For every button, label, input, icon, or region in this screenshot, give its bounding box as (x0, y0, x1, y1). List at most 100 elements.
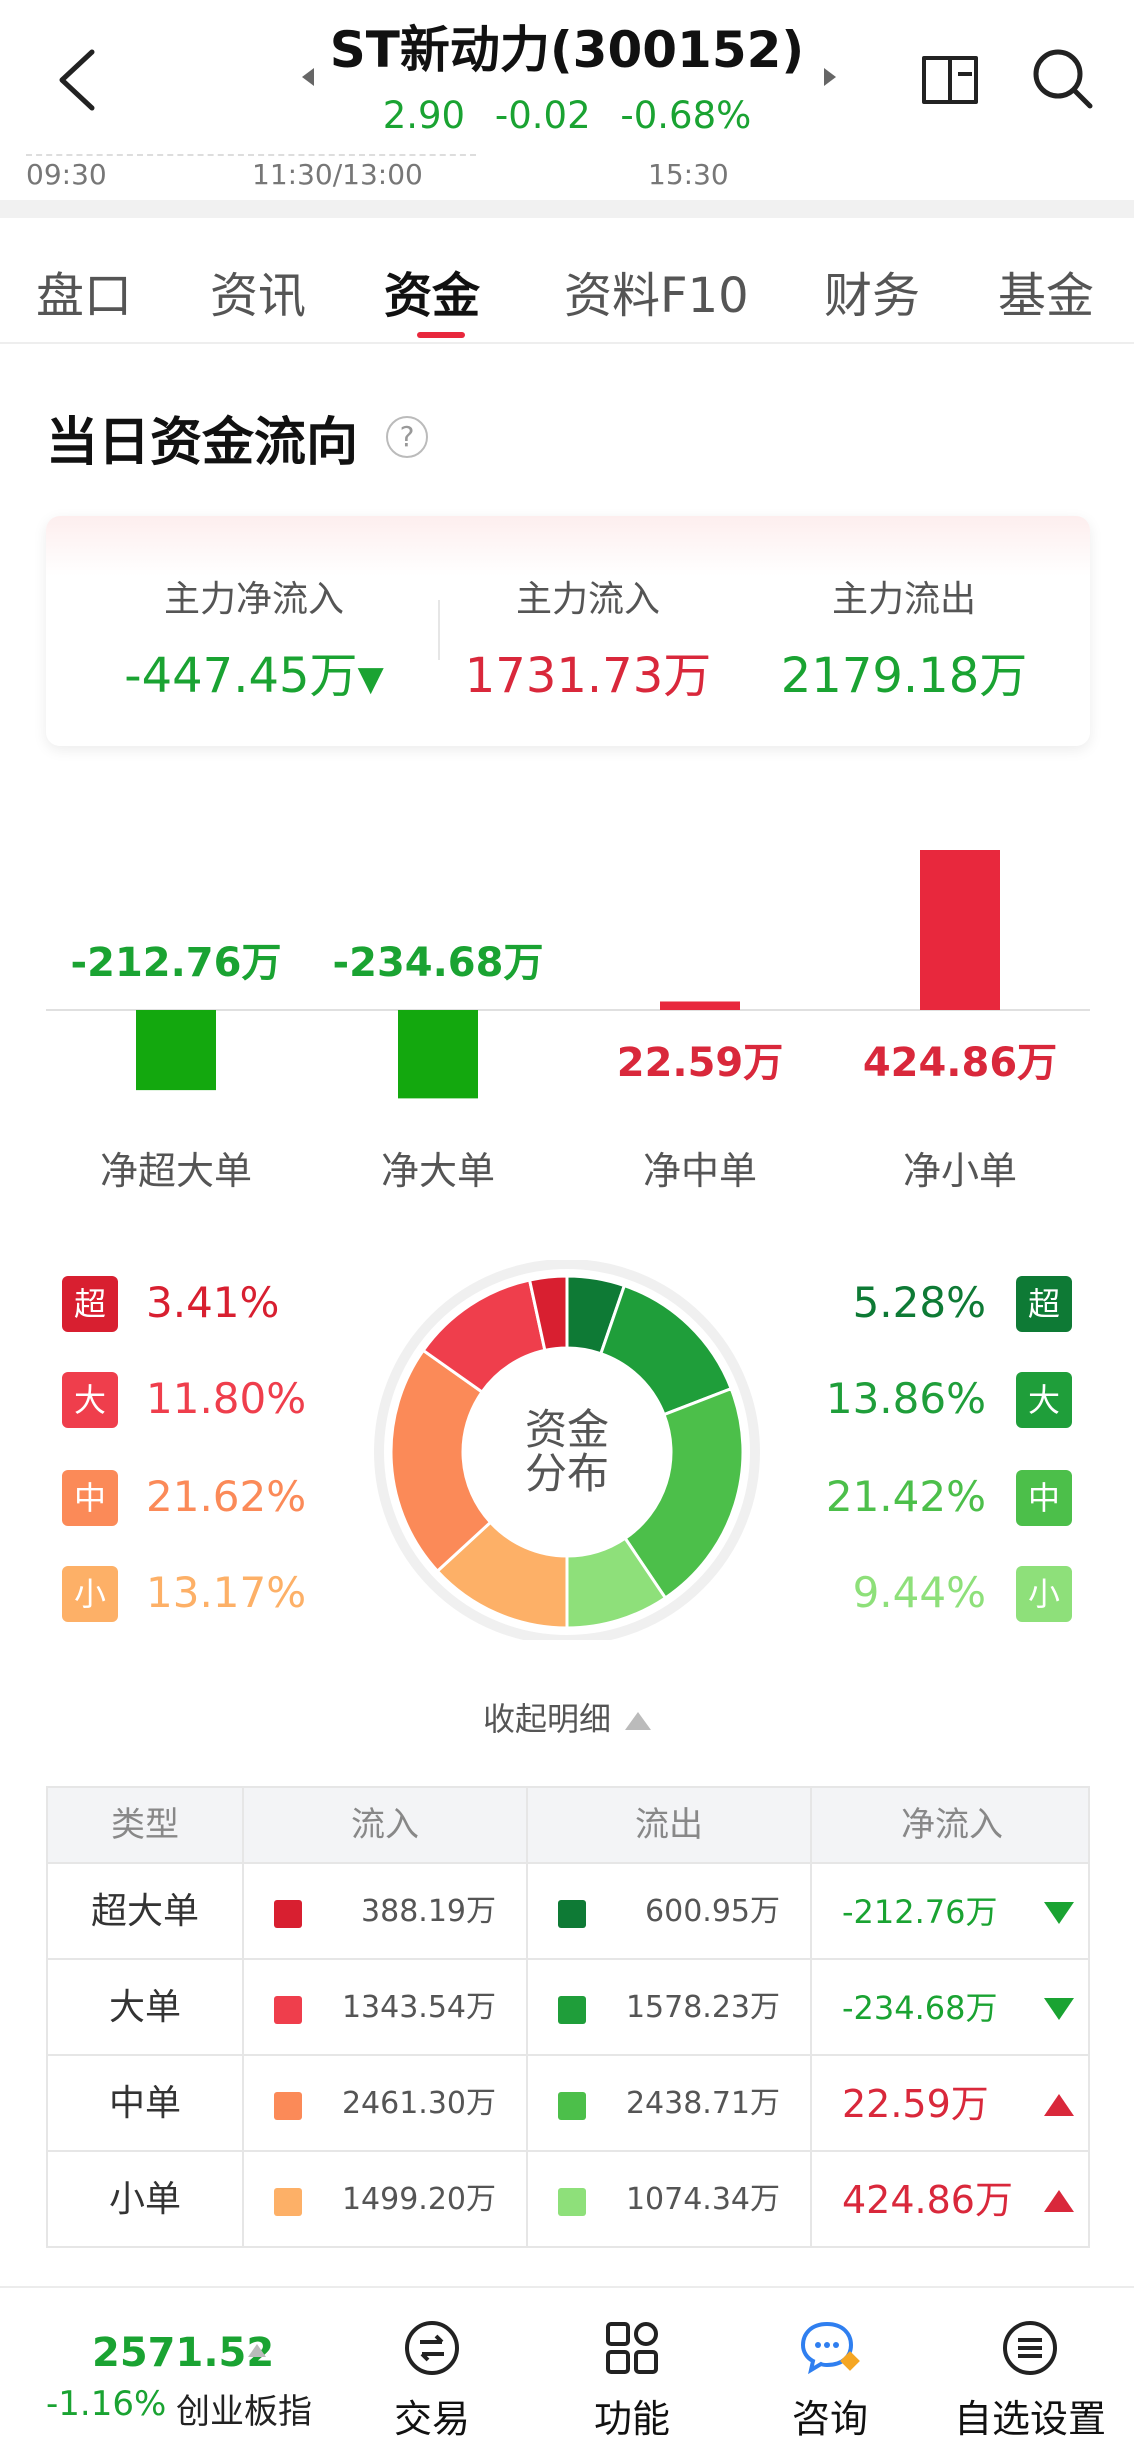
outflow-badge-1: 大 (1016, 1372, 1072, 1428)
donut-center-line2: 分布 (524, 1449, 609, 1498)
net-flow-bar-chart: -212.76万 净超大单 -234.68万 净大单 22.59万 净中单 424.86万净… (0, 820, 1134, 1220)
nav-watchlist-settings-button[interactable]: 自选设置 (940, 2318, 1120, 2441)
tab-pankou[interactable]: 盘口 (36, 268, 133, 324)
inflow-pct-2: 21.62% (146, 1472, 307, 1521)
collapse-detail-button[interactable]: 收起明细 (0, 1694, 1134, 1740)
tab-news[interactable]: 资讯 (210, 268, 307, 324)
row-inflow-cell: 2461.30万 (242, 2056, 526, 2150)
index-up-icon (248, 2344, 266, 2357)
next-stock-icon[interactable] (818, 62, 842, 92)
inflow-label: 主力流入 (515, 579, 660, 620)
nav-function-button[interactable]: 功能 (542, 2318, 722, 2441)
table-row: 中单 2461.30万 2438.71万 22.59万 (48, 2054, 1088, 2150)
bar-2 (660, 1001, 740, 1010)
row-net-cell: -212.76万 (810, 1864, 1092, 1958)
card-divider (438, 600, 440, 660)
search-icon[interactable] (1028, 44, 1098, 114)
inflow-pct-3: 13.17% (146, 1568, 307, 1617)
outflow-badge-2: 中 (1016, 1470, 1072, 1526)
table-header-row: 类型 流入 流出 净流入 (48, 1788, 1088, 1862)
outflow-pct-2: 21.42% (825, 1472, 986, 1521)
bar-value-label-2: 22.59万 (616, 1040, 784, 1086)
outflow-pct-3: 9.44% (852, 1568, 986, 1617)
prev-stock-icon[interactable] (296, 62, 320, 92)
row-type: 大单 (108, 1987, 181, 2028)
flow-detail-table: 类型 流入 流出 净流入 超大单 388.19万 600.95万 -212.76万 大单… (46, 1786, 1090, 2248)
book-icon[interactable] (916, 44, 986, 114)
row-net-cell: -234.68万 (810, 1960, 1092, 2054)
time-open: 09:30 (26, 158, 107, 191)
outflow-pct-0: 5.28% (852, 1278, 986, 1327)
detail-tabs: 盘口 资讯 资金 资料F10 财务 基金 (0, 218, 1134, 344)
grid-icon (606, 2322, 658, 2374)
donut-segment-5 (389, 1348, 493, 1574)
tab-capital[interactable]: 资金 (384, 268, 481, 324)
net-inflow-number: -447.45万 (124, 648, 358, 704)
row-inflow-cell: 1499.20万 (242, 2152, 526, 2246)
time-axis-line (26, 154, 476, 156)
row-outflow-cell: 1578.23万 (526, 1960, 810, 2054)
row-inflow: 1499.20万 (341, 2182, 496, 2217)
row-net-cell: 22.59万 (810, 2056, 1092, 2150)
menu-icon (1003, 2321, 1057, 2375)
row-net: 424.86万 (842, 2178, 1013, 2222)
row-inflow-cell: 1343.54万 (242, 1960, 526, 2054)
nav-trade-button[interactable]: 交易 (342, 2318, 522, 2441)
stock-change: -0.02 (494, 94, 591, 137)
stock-title: ST新动力(300152) (329, 21, 805, 79)
tab-f10[interactable]: 资料F10 (564, 268, 749, 324)
inflow-badge-2: 中 (62, 1470, 118, 1526)
donut-center-label: 资金 分布 (502, 1408, 632, 1496)
inflow-pct-1: 11.80% (146, 1374, 307, 1423)
header-outflow: 流出 (526, 1788, 810, 1862)
outflow-color-swatch (558, 1996, 586, 2024)
exchange-icon (405, 2321, 459, 2375)
outflow-pct-1: 13.86% (825, 1374, 986, 1423)
time-axis: 09:30 11:30/13:00 15:30 (0, 154, 1134, 194)
inflow-pct-0: 3.41% (146, 1278, 280, 1327)
outflow-color-swatch (558, 2092, 586, 2120)
bar-category-label-3: 净小单 (902, 1149, 1017, 1193)
tab-fund[interactable]: 基金 (998, 268, 1095, 324)
inflow-color-swatch (274, 2188, 302, 2216)
row-outflow-cell: 600.95万 (526, 1864, 810, 1958)
row-net: 22.59万 (842, 2082, 989, 2126)
outflow-label: 主力流出 (831, 579, 976, 620)
row-outflow-cell: 2438.71万 (526, 2056, 810, 2150)
nav-consult-button[interactable]: 咨询 (740, 2318, 920, 2441)
active-tab-indicator (417, 332, 465, 338)
stock-quote: 2.90 -0.02 -0.68% (0, 94, 1134, 137)
chat-icon (800, 2321, 860, 2375)
row-type: 超大单 (90, 1891, 199, 1932)
main-force-summary: 主力净流入 -447.45万▼ 主力流入 1731.73万 主力流出 2179.… (46, 516, 1090, 746)
nav-trade-label: 交易 (393, 2397, 470, 2441)
inflow-block: 主力流入 1731.73万 (438, 570, 738, 706)
down-arrow-icon (1044, 1998, 1074, 2020)
bottom-toolbar: 2571.52 -1.16% 创业板指 交易 功能 咨询 (0, 2286, 1134, 2447)
back-arrow-icon[interactable] (48, 40, 108, 120)
help-icon[interactable]: ? (386, 416, 428, 458)
net-inflow-label: 主力净流入 (163, 579, 344, 620)
index-name: 创业板指 (176, 2392, 312, 2432)
stock-price: 2.90 (382, 94, 466, 137)
header-net: 净流入 (810, 1788, 1092, 1862)
row-inflow: 1343.54万 (341, 1990, 496, 2025)
row-inflow: 2461.30万 (341, 2086, 496, 2121)
inflow-badge-1: 大 (62, 1372, 118, 1428)
outflow-block: 主力流出 2179.18万 (754, 570, 1054, 706)
inflow-value: 1731.73万 (464, 648, 712, 704)
header-inflow: 流入 (242, 1788, 526, 1862)
nav-watchlist-settings-label: 自选设置 (953, 2397, 1106, 2441)
nav-function-label: 功能 (593, 2397, 670, 2441)
distribution-donut-chart (374, 1260, 760, 1640)
table-row: 小单 1499.20万 1074.34万 424.86万 (48, 2150, 1088, 2246)
row-net: -212.76万 (842, 1893, 998, 1931)
outflow-badge-0: 超 (1016, 1276, 1072, 1332)
row-type: 小单 (108, 2179, 181, 2220)
tab-finance[interactable]: 财务 (824, 268, 921, 324)
up-arrow-icon (1044, 2190, 1074, 2212)
donut-center-line1: 资金 (524, 1405, 609, 1454)
down-arrow-icon (1044, 1902, 1074, 1924)
donut-outer-ring (374, 1260, 760, 1640)
bar-category-label-1: 净大单 (380, 1149, 495, 1193)
